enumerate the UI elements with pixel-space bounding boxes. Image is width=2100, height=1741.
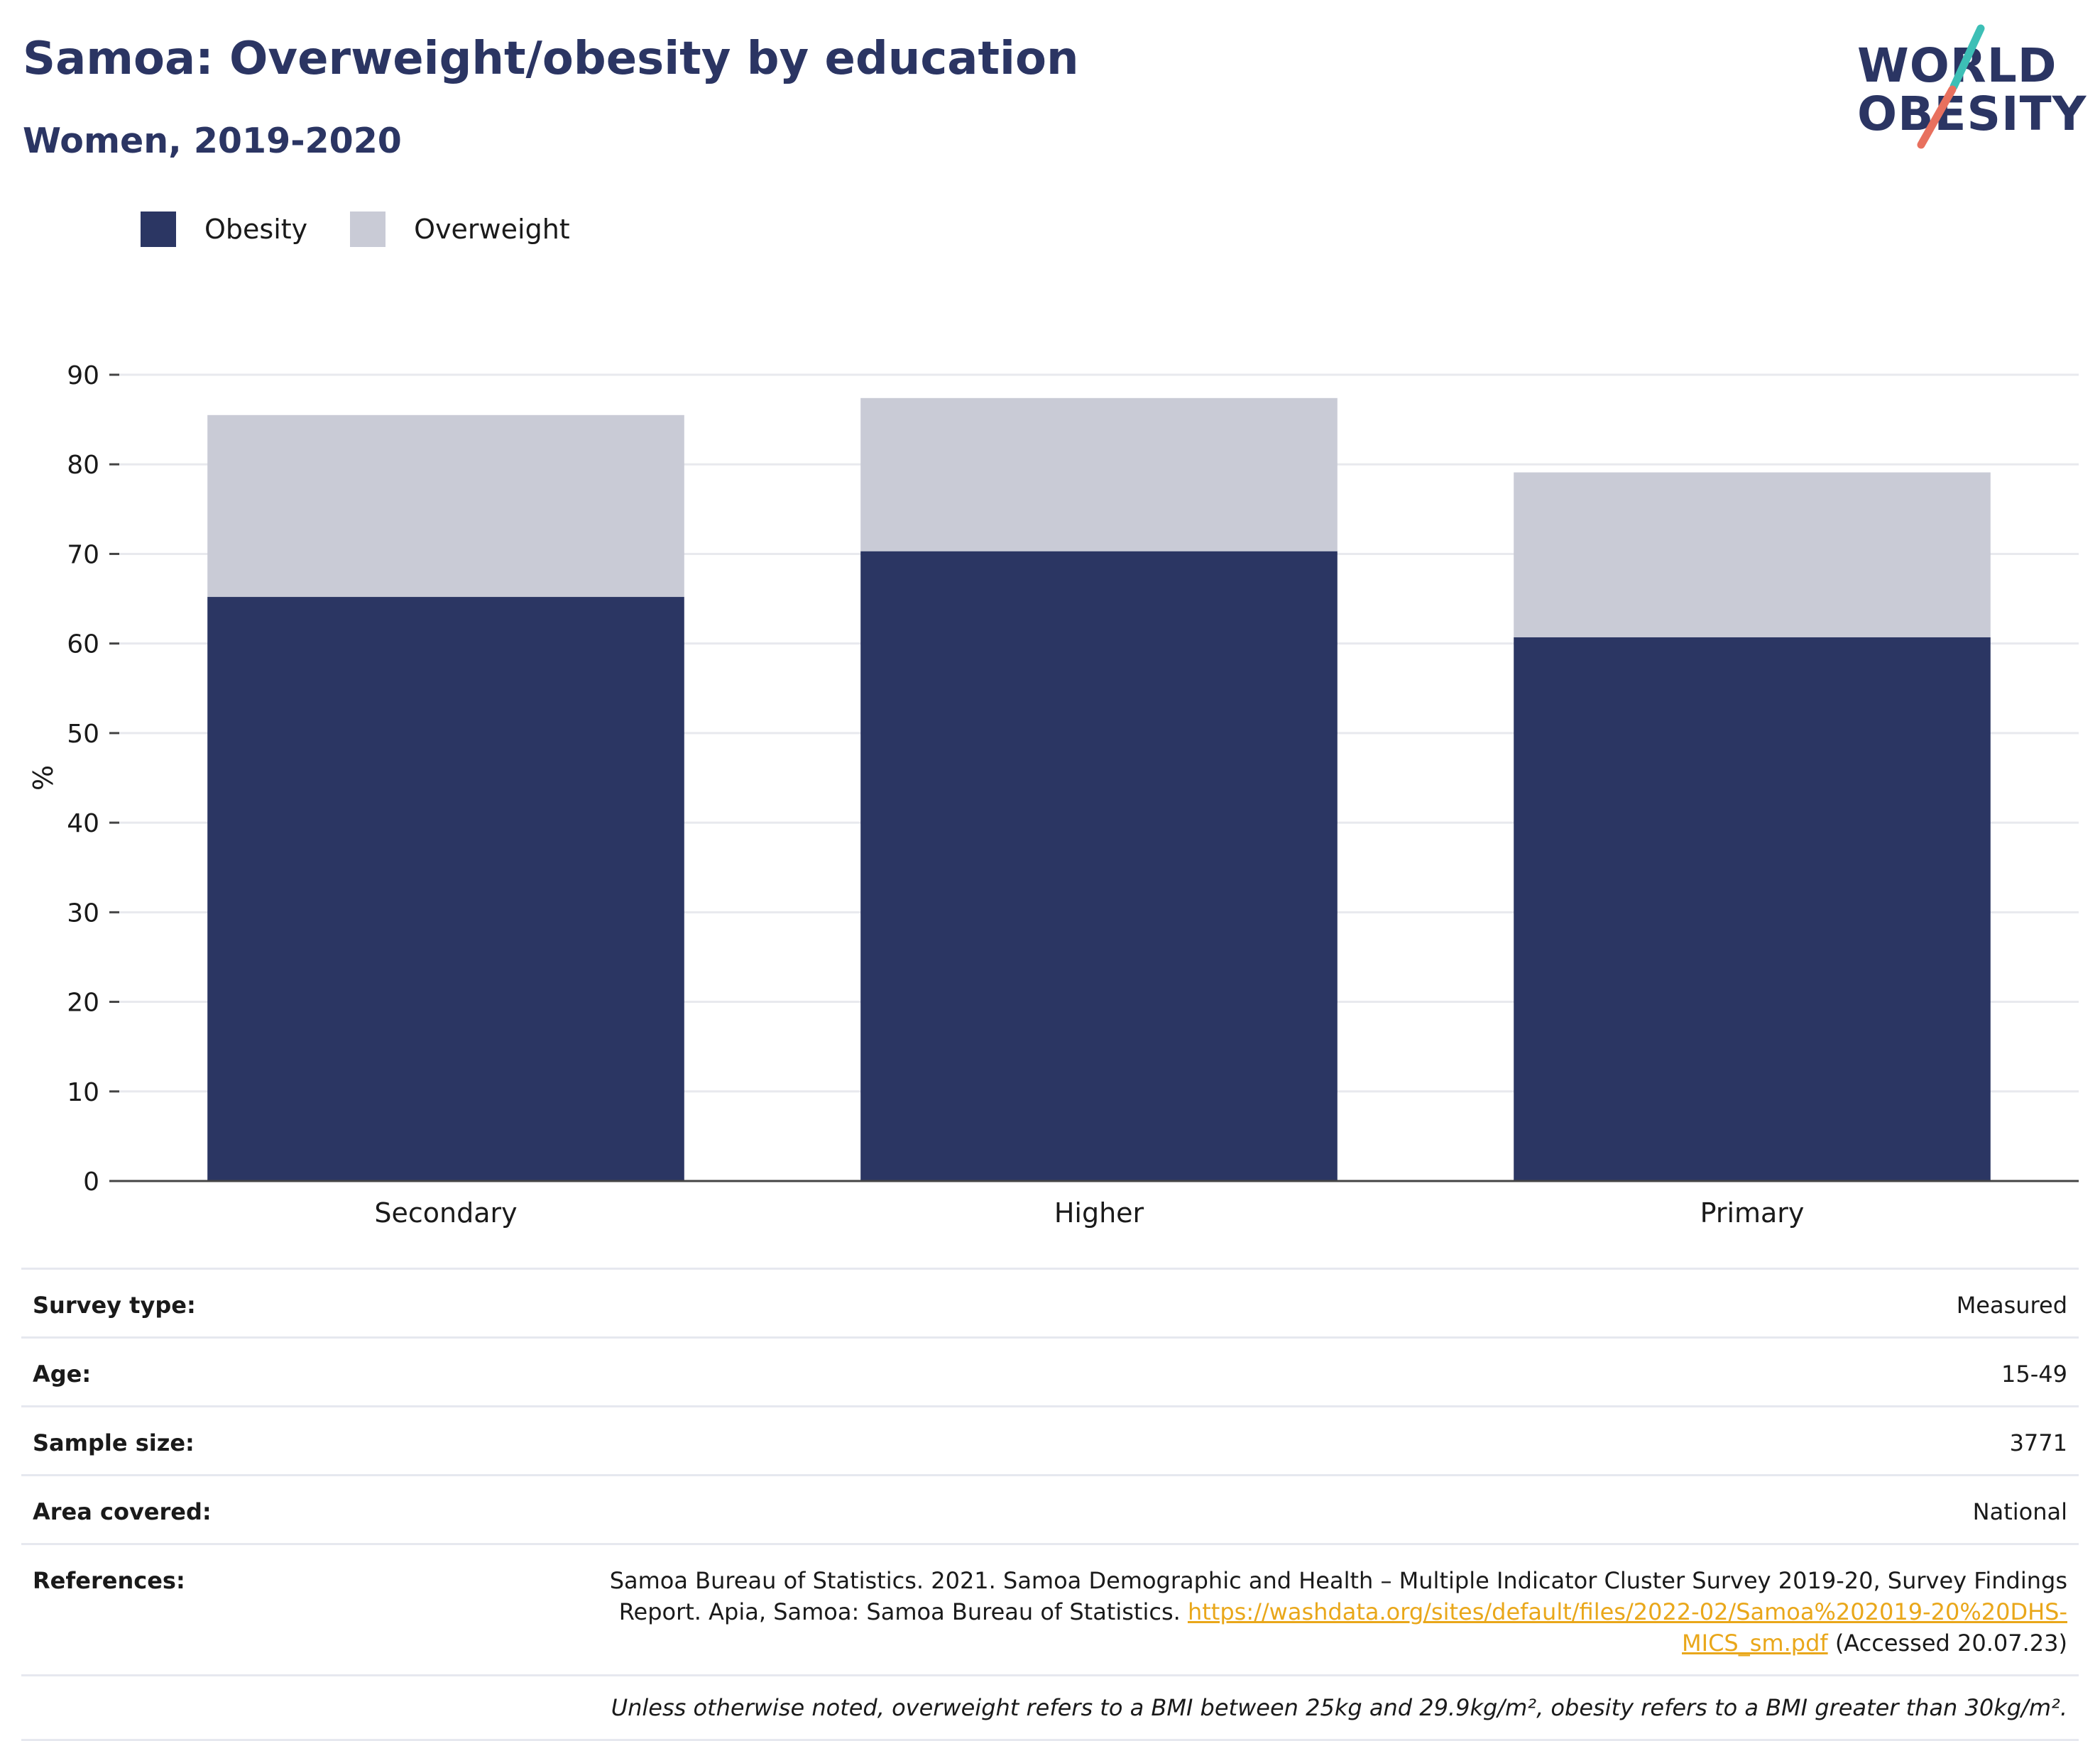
world-obesity-logo: WORLD OBESITY [1846,21,2087,153]
stacked-bar-chart: 0 10 20 30 40 50 60 70 80 90% Secondary Higher Prima… [28,361,2079,1229]
legend-item-overweight[interactable]: Overweight [350,212,570,247]
bar-obesity-primary [1514,637,1991,1181]
info-value: National [1972,1498,2067,1525]
info-value: 3771 [2009,1429,2067,1456]
x-tick-label: Higher [1054,1197,1144,1229]
legend-swatch-obesity [141,212,176,247]
y-tick-label: 0 [83,1168,99,1197]
y-tick-label: 80 [67,451,99,480]
logo-line-2: OBESITY [1857,87,2087,141]
info-row-age: Age: 15-49 [21,1336,2079,1405]
legend-swatch-overweight [350,212,386,247]
logo-slash-icon [1917,24,1985,149]
y-tick-label: 70 [67,540,99,569]
y-tick-label: 40 [67,809,99,838]
y-tick-label: 30 [67,899,99,928]
chart-title: Samoa: Overweight/obesity by education [23,33,1079,85]
y-tick-label: 60 [67,630,99,659]
info-key: Survey type: [33,1292,196,1319]
y-tick-label: 90 [67,361,99,390]
info-row-sample-size: Sample size: 3771 [21,1405,2079,1474]
legend-item-obesity[interactable]: Obesity [141,212,307,247]
legend-label-overweight: Overweight [414,214,570,245]
info-value: 15-49 [2001,1361,2067,1388]
references-text: Samoa Bureau of Statistics. 2021. Samoa … [609,1567,2067,1625]
info-value: Measured [1956,1292,2067,1319]
y-tick-label: 20 [67,989,99,1018]
info-row-references: References: Samoa Bureau of Statistics. … [21,1543,2079,1674]
legend-label-obesity: Obesity [204,214,308,245]
x-tick-label: Secondary [374,1197,517,1229]
info-key: Sample size: [33,1429,195,1456]
y-axis-label: % [28,765,59,791]
references-link[interactable]: https://washdata.org/sites/default/files… [1187,1598,2067,1657]
bar-overweight-primary [1514,472,1991,637]
y-tick-label: 10 [67,1078,99,1107]
info-key: Area covered: [33,1498,212,1525]
info-row-area-covered: Area covered: National [21,1474,2079,1543]
chart-legend: Obesity Overweight [141,212,613,247]
info-key: References: [33,1567,185,1594]
y-tick-label: 50 [67,720,99,749]
info-row-survey-type: Survey type: Measured [21,1268,2079,1336]
chart-subtitle: Women, 2019-2020 [23,121,402,161]
bar-overweight-higher [860,397,1338,551]
info-key: Age: [33,1361,92,1388]
x-tick-label: Primary [1700,1197,1805,1229]
bar-overweight-secondary [207,414,684,598]
references-suffix: (Accessed 20.07.23) [1834,1630,2067,1657]
survey-info-table: Survey type: Measured Age: 15-49 Sample … [21,1268,2079,1741]
bar-obesity-secondary [207,597,684,1181]
bmi-footnote: Unless otherwise noted, overweight refer… [21,1674,2079,1741]
references-value: Samoa Bureau of Statistics. 2021. Samoa … [541,1565,2067,1659]
bar-obesity-higher [860,551,1338,1181]
